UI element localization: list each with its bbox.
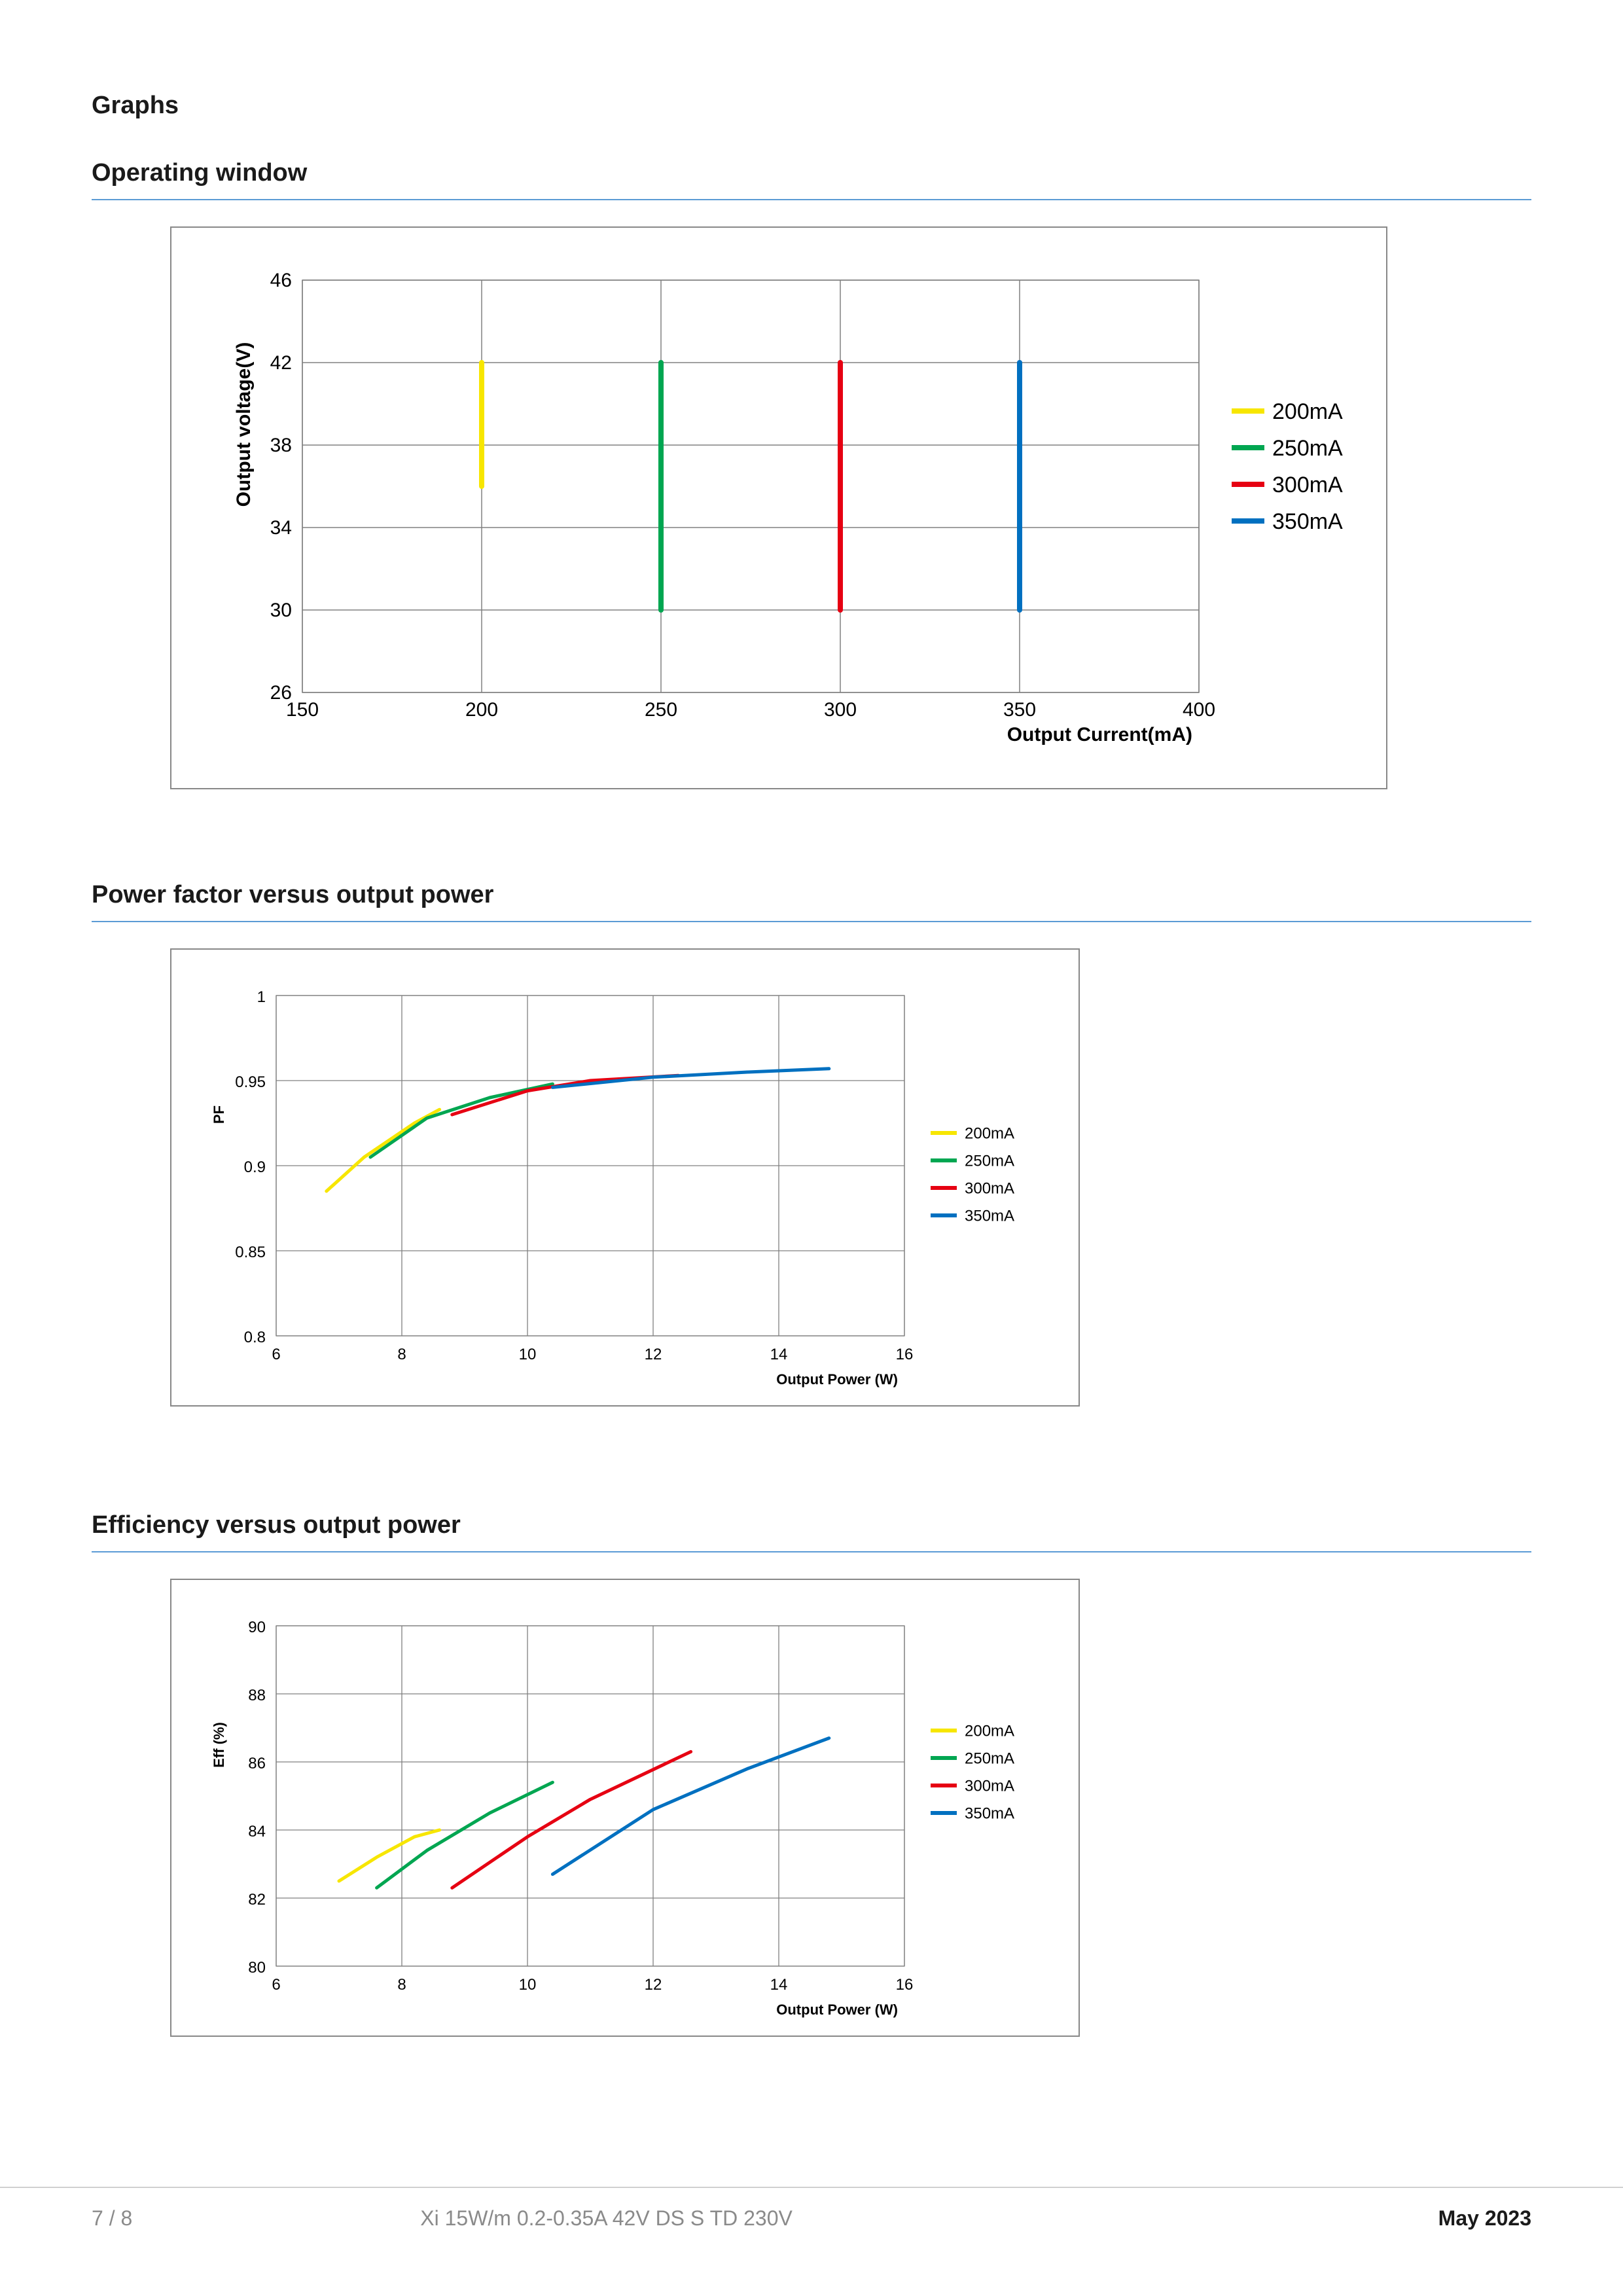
page-title: Graphs xyxy=(92,92,1531,120)
svg-text:0.95: 0.95 xyxy=(235,1073,266,1091)
svg-text:350mA: 350mA xyxy=(965,1207,1014,1225)
svg-text:400: 400 xyxy=(1183,699,1215,721)
svg-text:250mA: 250mA xyxy=(965,1749,1014,1767)
section-rule xyxy=(92,199,1531,200)
svg-text:82: 82 xyxy=(248,1891,266,1909)
svg-text:38: 38 xyxy=(270,435,292,456)
svg-text:Output Current(mA): Output Current(mA) xyxy=(1007,724,1192,745)
svg-text:PF: PF xyxy=(211,1105,227,1124)
svg-text:30: 30 xyxy=(270,600,292,621)
svg-text:26: 26 xyxy=(270,682,292,704)
svg-text:200mA: 200mA xyxy=(965,1722,1014,1740)
svg-text:300mA: 300mA xyxy=(1272,473,1343,497)
svg-text:14: 14 xyxy=(770,1976,788,1994)
svg-text:Output Power (W): Output Power (W) xyxy=(776,2001,898,2018)
chart2-box: 6 8 10 12 14 16 0.8 0.85 0.9 0.95 1 Output Power (W… xyxy=(170,948,1080,1407)
chart3-svg: 6 8 10 12 14 16 80 82 84 86 88 90 Output Power (W) Ef… xyxy=(171,1580,1081,2038)
svg-text:10: 10 xyxy=(519,1346,537,1363)
section-rule xyxy=(92,1551,1531,1552)
page-footer: 7 / 8 Xi 15W/m 0.2-0.35A 42V DS S TD 230… xyxy=(0,2187,1623,2231)
svg-text:16: 16 xyxy=(896,1346,914,1363)
svg-text:350mA: 350mA xyxy=(1272,509,1343,534)
chart1-svg: 150200250300350400263034384246Output Cur… xyxy=(171,228,1389,791)
chart2-svg: 6 8 10 12 14 16 0.8 0.85 0.9 0.95 1 Output Power (W… xyxy=(171,950,1081,1408)
svg-text:200mA: 200mA xyxy=(1272,399,1343,424)
svg-text:250mA: 250mA xyxy=(965,1152,1014,1170)
svg-text:250: 250 xyxy=(645,699,677,721)
svg-text:10: 10 xyxy=(519,1976,537,1994)
chart3-box: 6 8 10 12 14 16 80 82 84 86 88 90 Output Power (W) Ef… xyxy=(170,1579,1080,2037)
svg-text:350mA: 350mA xyxy=(965,1804,1014,1822)
svg-text:350: 350 xyxy=(1003,699,1036,721)
svg-text:6: 6 xyxy=(272,1976,280,1994)
footer-date: May 2023 xyxy=(1438,2206,1531,2231)
svg-text:12: 12 xyxy=(645,1346,662,1363)
svg-text:46: 46 xyxy=(270,270,292,291)
svg-text:84: 84 xyxy=(248,1823,266,1840)
svg-text:250mA: 250mA xyxy=(1272,436,1343,461)
svg-text:12: 12 xyxy=(645,1976,662,1994)
section-rule xyxy=(92,921,1531,922)
svg-text:8: 8 xyxy=(397,1976,406,1994)
svg-text:1: 1 xyxy=(257,988,266,1006)
chart2-title: Power factor versus output power xyxy=(92,881,1531,909)
svg-text:0.85: 0.85 xyxy=(235,1244,266,1261)
footer-page-number: 7 / 8 xyxy=(92,2206,132,2231)
chart1-box: 150200250300350400263034384246Output Cur… xyxy=(170,226,1387,789)
svg-text:300mA: 300mA xyxy=(965,1179,1014,1197)
svg-text:Output Power (W): Output Power (W) xyxy=(776,1371,898,1388)
footer-product-name: Xi 15W/m 0.2-0.35A 42V DS S TD 230V xyxy=(302,2206,1438,2231)
svg-text:42: 42 xyxy=(270,352,292,374)
svg-text:88: 88 xyxy=(248,1687,266,1704)
svg-text:14: 14 xyxy=(770,1346,788,1363)
svg-text:34: 34 xyxy=(270,517,292,539)
svg-text:200mA: 200mA xyxy=(965,1124,1014,1142)
svg-text:16: 16 xyxy=(896,1976,914,1994)
chart3-title: Efficiency versus output power xyxy=(92,1511,1531,1539)
svg-text:0.8: 0.8 xyxy=(244,1329,266,1346)
svg-text:Output voltage(V): Output voltage(V) xyxy=(233,342,255,507)
svg-text:Eff (%): Eff (%) xyxy=(211,1722,227,1768)
svg-text:200: 200 xyxy=(465,699,498,721)
svg-text:86: 86 xyxy=(248,1755,266,1772)
svg-text:90: 90 xyxy=(248,1619,266,1636)
svg-text:80: 80 xyxy=(248,1959,266,1977)
svg-text:300mA: 300mA xyxy=(965,1777,1014,1795)
svg-text:0.9: 0.9 xyxy=(244,1158,266,1176)
svg-text:6: 6 xyxy=(272,1346,280,1363)
chart1-title: Operating window xyxy=(92,159,1531,187)
svg-text:300: 300 xyxy=(824,699,857,721)
svg-text:8: 8 xyxy=(397,1346,406,1363)
